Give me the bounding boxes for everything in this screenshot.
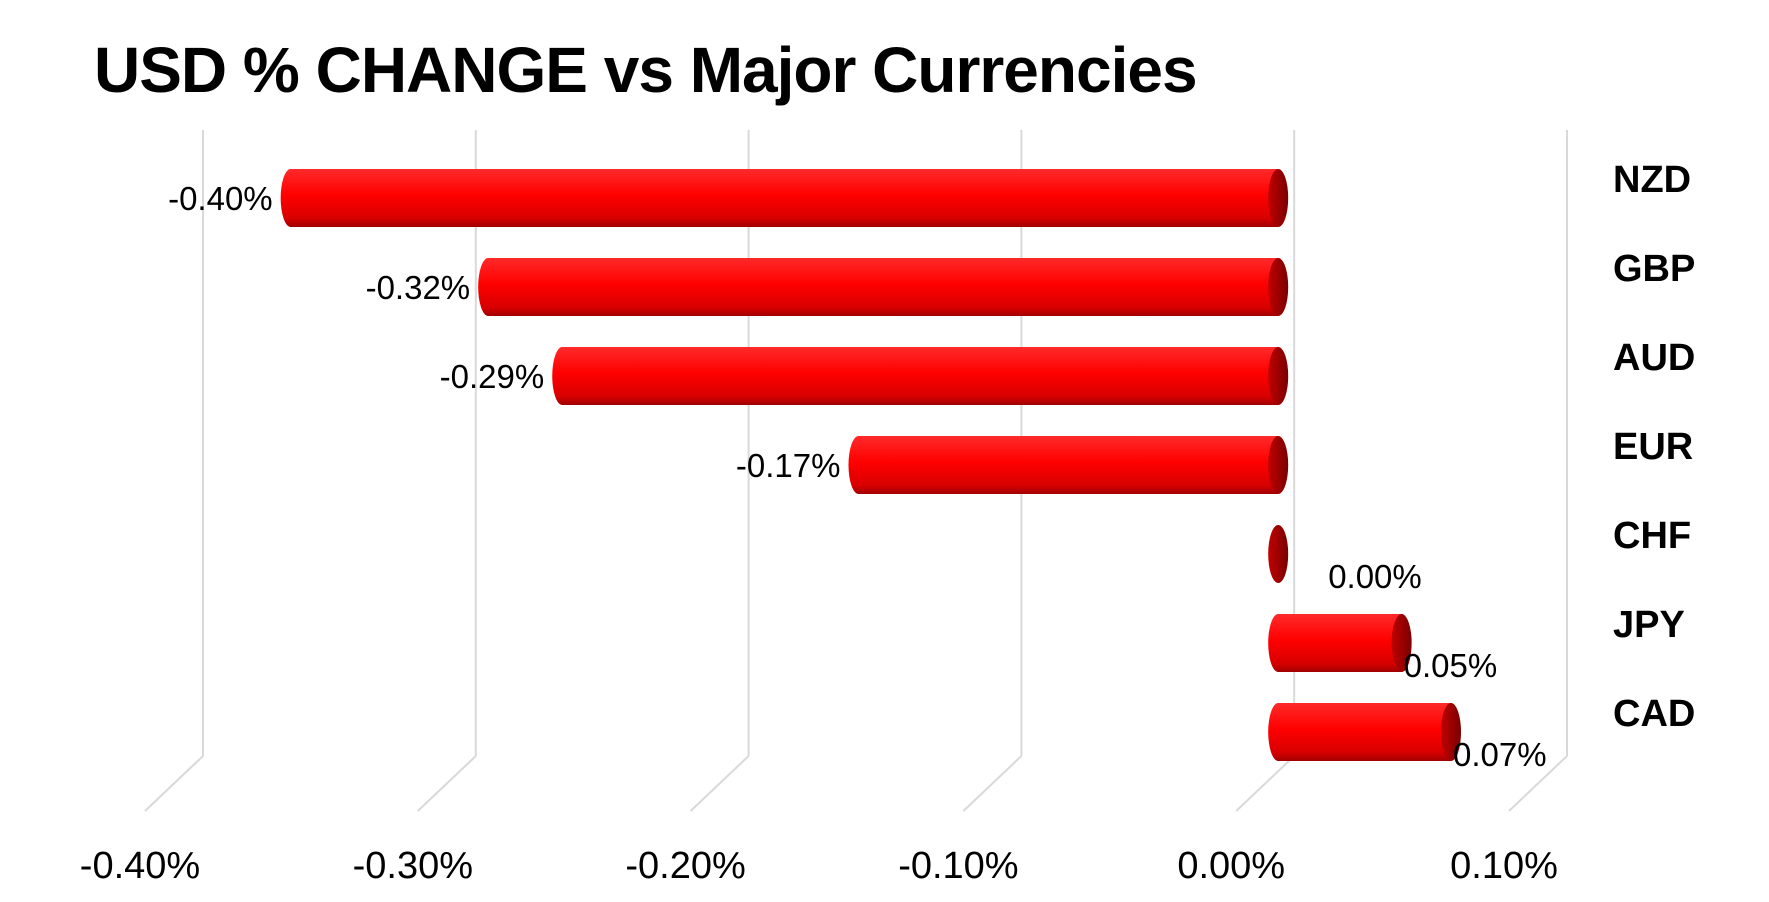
gridline-floor — [962, 755, 1023, 812]
data-label: -0.17% — [736, 447, 841, 484]
bar-gbp: -0.32% — [366, 258, 1289, 316]
category-label: NZD — [1613, 159, 1691, 201]
category-label: EUR — [1613, 426, 1693, 468]
x-tick-label: 0.10% — [1450, 845, 1558, 887]
x-axis-ticks: -0.40% -0.30% -0.20% -0.10% 0.00% 0.10% — [80, 845, 1558, 887]
data-label: 0.00% — [1328, 558, 1422, 595]
category-label: CHF — [1613, 515, 1691, 557]
data-label: -0.32% — [366, 269, 471, 306]
category-label: AUD — [1613, 337, 1695, 379]
x-tick-label: -0.20% — [625, 845, 745, 887]
data-label: 0.07% — [1453, 736, 1547, 773]
bar-chf: 0.00% — [1268, 525, 1422, 595]
gridline-floor — [689, 755, 750, 812]
bar-cad: 0.07% — [1268, 703, 1547, 773]
category-label: JPY — [1613, 604, 1685, 646]
bars: -0.40% -0.32% -0.29% -0.17% 0.00% 0.05% 0.07% — [168, 169, 1547, 773]
bar-aud: -0.29% — [440, 347, 1289, 405]
data-label: -0.40% — [168, 180, 273, 217]
gridline-floor — [1235, 755, 1295, 812]
gridline-floor — [144, 755, 204, 812]
chart-title: USD % CHANGE vs Major Currencies — [94, 34, 1197, 106]
data-label: 0.05% — [1404, 647, 1498, 684]
bar-jpy: 0.05% — [1268, 614, 1497, 684]
bar-nzd: -0.40% — [168, 169, 1289, 227]
x-tick-label: -0.10% — [898, 845, 1018, 887]
category-labels: NZD GBP AUD EUR CHF JPY CAD — [1613, 159, 1695, 735]
gridline-floor — [1508, 755, 1568, 812]
gridline-floor — [417, 755, 477, 812]
data-label: -0.29% — [440, 358, 545, 395]
x-tick-label: -0.40% — [80, 845, 200, 887]
category-label: CAD — [1613, 693, 1695, 735]
bar-eur: -0.17% — [736, 436, 1289, 494]
x-tick-label: 0.00% — [1177, 845, 1285, 887]
x-tick-label: -0.30% — [353, 845, 473, 887]
category-label: GBP — [1613, 248, 1695, 290]
